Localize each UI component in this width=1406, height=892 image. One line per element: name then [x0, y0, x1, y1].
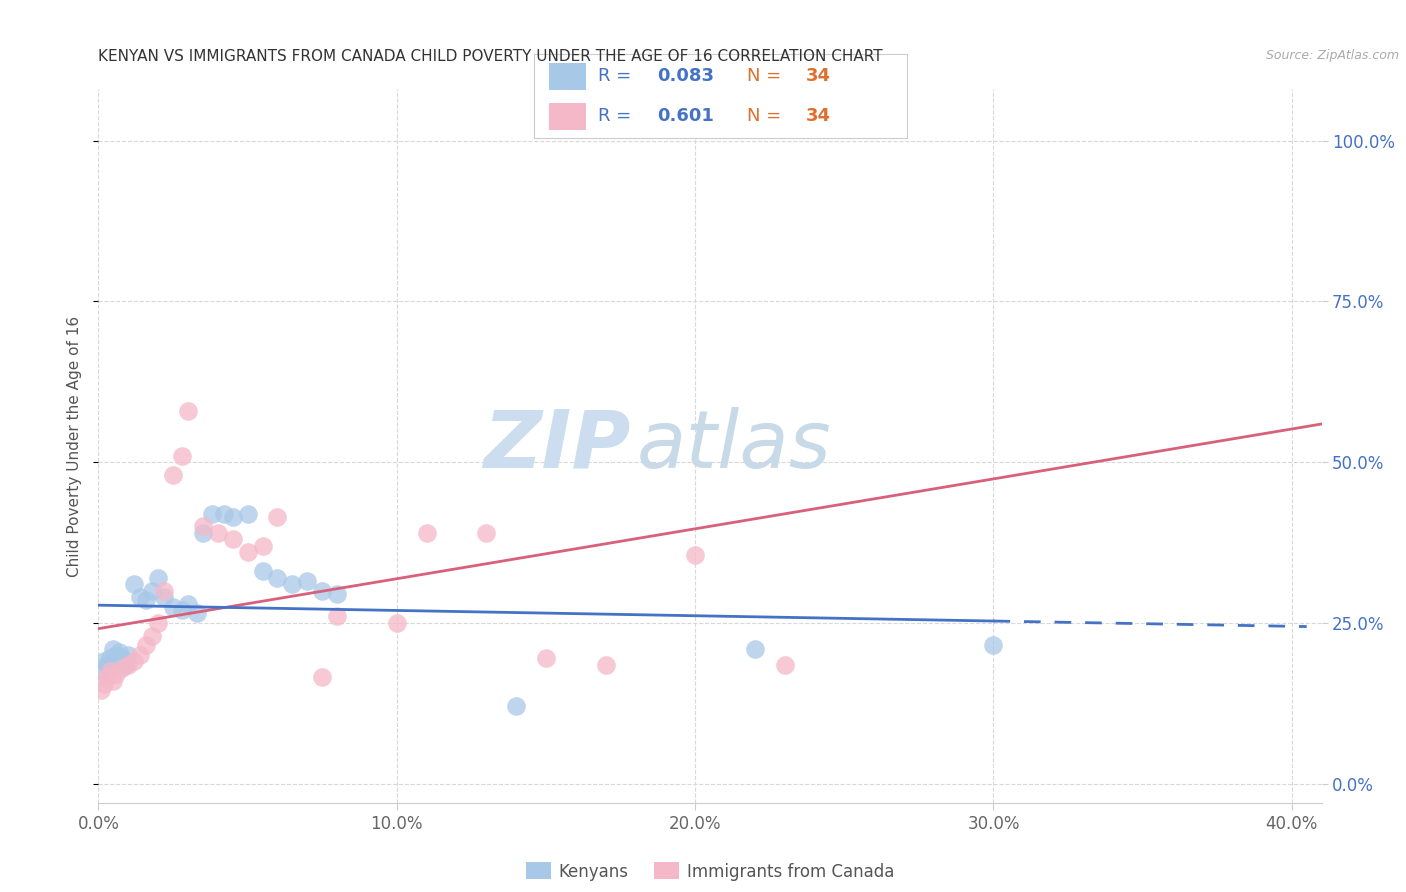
Point	[98, 651, 121, 665]
Point	[744, 641, 766, 656]
Point	[103, 641, 125, 656]
Point	[162, 599, 184, 614]
Point	[141, 583, 163, 598]
Point	[105, 667, 128, 681]
Point	[266, 571, 288, 585]
Point	[252, 565, 274, 579]
Point	[177, 403, 200, 417]
Point	[505, 699, 527, 714]
Legend: Kenyans, Immigrants from Canada: Kenyans, Immigrants from Canada	[519, 855, 901, 888]
Point	[122, 577, 145, 591]
Point	[129, 590, 152, 604]
Point	[212, 507, 235, 521]
Point	[146, 571, 169, 585]
Point	[141, 629, 163, 643]
Point	[122, 654, 145, 668]
Point	[108, 645, 131, 659]
Point	[96, 657, 118, 672]
Point	[114, 657, 136, 672]
Point	[103, 673, 125, 688]
Bar	[550, 103, 586, 130]
Point	[191, 525, 214, 540]
Text: Source: ZipAtlas.com: Source: ZipAtlas.com	[1265, 49, 1399, 62]
Point	[475, 525, 498, 540]
Point	[221, 533, 243, 547]
Point	[201, 507, 224, 521]
Text: 34: 34	[806, 107, 831, 125]
Point	[135, 593, 157, 607]
Point	[162, 467, 184, 482]
Point	[326, 587, 349, 601]
Point	[415, 525, 437, 540]
Point	[170, 449, 193, 463]
Text: ZIP: ZIP	[484, 407, 630, 485]
Point	[266, 509, 288, 524]
Point	[170, 603, 193, 617]
Point	[111, 651, 134, 665]
Point	[595, 657, 617, 672]
Text: N =: N =	[747, 68, 786, 86]
Point	[773, 657, 796, 672]
Point	[93, 654, 115, 668]
Point	[117, 648, 139, 662]
Text: R =: R =	[598, 68, 637, 86]
Point	[111, 661, 134, 675]
Point	[129, 648, 152, 662]
Point	[252, 539, 274, 553]
Point	[186, 606, 208, 620]
Point	[311, 670, 333, 684]
Point	[534, 651, 557, 665]
Point	[146, 615, 169, 630]
Text: 0.601: 0.601	[657, 107, 714, 125]
Point	[93, 677, 115, 691]
Point	[236, 545, 259, 559]
Point	[117, 657, 139, 672]
Point	[207, 525, 229, 540]
Y-axis label: Child Poverty Under the Age of 16: Child Poverty Under the Age of 16	[67, 316, 83, 576]
Point	[311, 583, 333, 598]
Point	[297, 574, 319, 588]
Point	[236, 507, 259, 521]
Point	[153, 590, 176, 604]
Point	[90, 683, 112, 698]
Text: 34: 34	[806, 68, 831, 86]
Point	[153, 583, 176, 598]
Point	[135, 638, 157, 652]
Point	[221, 509, 243, 524]
Text: R =: R =	[598, 107, 637, 125]
Point	[90, 664, 112, 678]
Point	[385, 615, 408, 630]
Point	[326, 609, 349, 624]
Text: atlas: atlas	[637, 407, 831, 485]
Text: 0.083: 0.083	[657, 68, 714, 86]
Bar	[550, 62, 586, 90]
Point	[683, 549, 706, 563]
Point	[98, 664, 121, 678]
Point	[983, 638, 1005, 652]
Point	[281, 577, 304, 591]
Point	[177, 597, 200, 611]
Point	[96, 670, 118, 684]
Text: N =: N =	[747, 107, 786, 125]
Text: KENYAN VS IMMIGRANTS FROM CANADA CHILD POVERTY UNDER THE AGE OF 16 CORRELATION C: KENYAN VS IMMIGRANTS FROM CANADA CHILD P…	[98, 49, 883, 64]
Point	[191, 519, 214, 533]
Point	[105, 648, 128, 662]
